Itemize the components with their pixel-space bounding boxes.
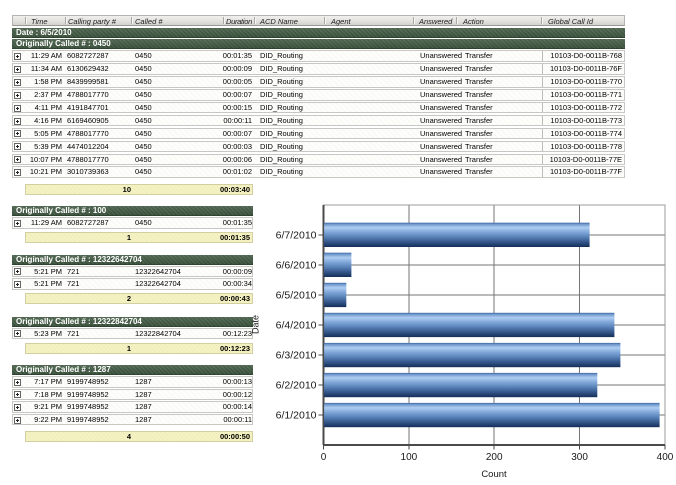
svg-text:Count: Count bbox=[481, 469, 507, 480]
svg-text:200: 200 bbox=[486, 452, 503, 463]
svg-text:Date: Date bbox=[251, 315, 261, 334]
svg-text:0: 0 bbox=[321, 452, 327, 463]
svg-text:6/2/2010: 6/2/2010 bbox=[276, 380, 317, 392]
svg-text:100: 100 bbox=[401, 452, 418, 463]
svg-text:6/4/2010: 6/4/2010 bbox=[276, 319, 317, 331]
svg-text:300: 300 bbox=[571, 452, 588, 463]
svg-text:6/7/2010: 6/7/2010 bbox=[276, 229, 317, 241]
svg-text:6/5/2010: 6/5/2010 bbox=[276, 289, 317, 301]
svg-text:6/1/2010: 6/1/2010 bbox=[276, 410, 317, 422]
svg-text:400: 400 bbox=[657, 452, 674, 463]
svg-text:6/3/2010: 6/3/2010 bbox=[276, 350, 317, 362]
svg-text:6/6/2010: 6/6/2010 bbox=[276, 259, 317, 271]
